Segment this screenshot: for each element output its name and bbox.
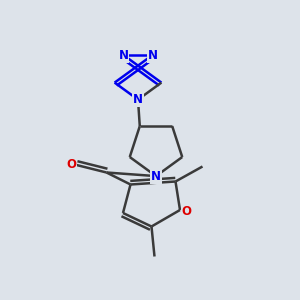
Text: O: O	[66, 158, 76, 172]
Text: N: N	[118, 49, 128, 62]
Text: N: N	[133, 93, 143, 106]
Text: N: N	[148, 49, 158, 62]
Text: O: O	[182, 205, 192, 218]
Text: N: N	[151, 169, 161, 183]
